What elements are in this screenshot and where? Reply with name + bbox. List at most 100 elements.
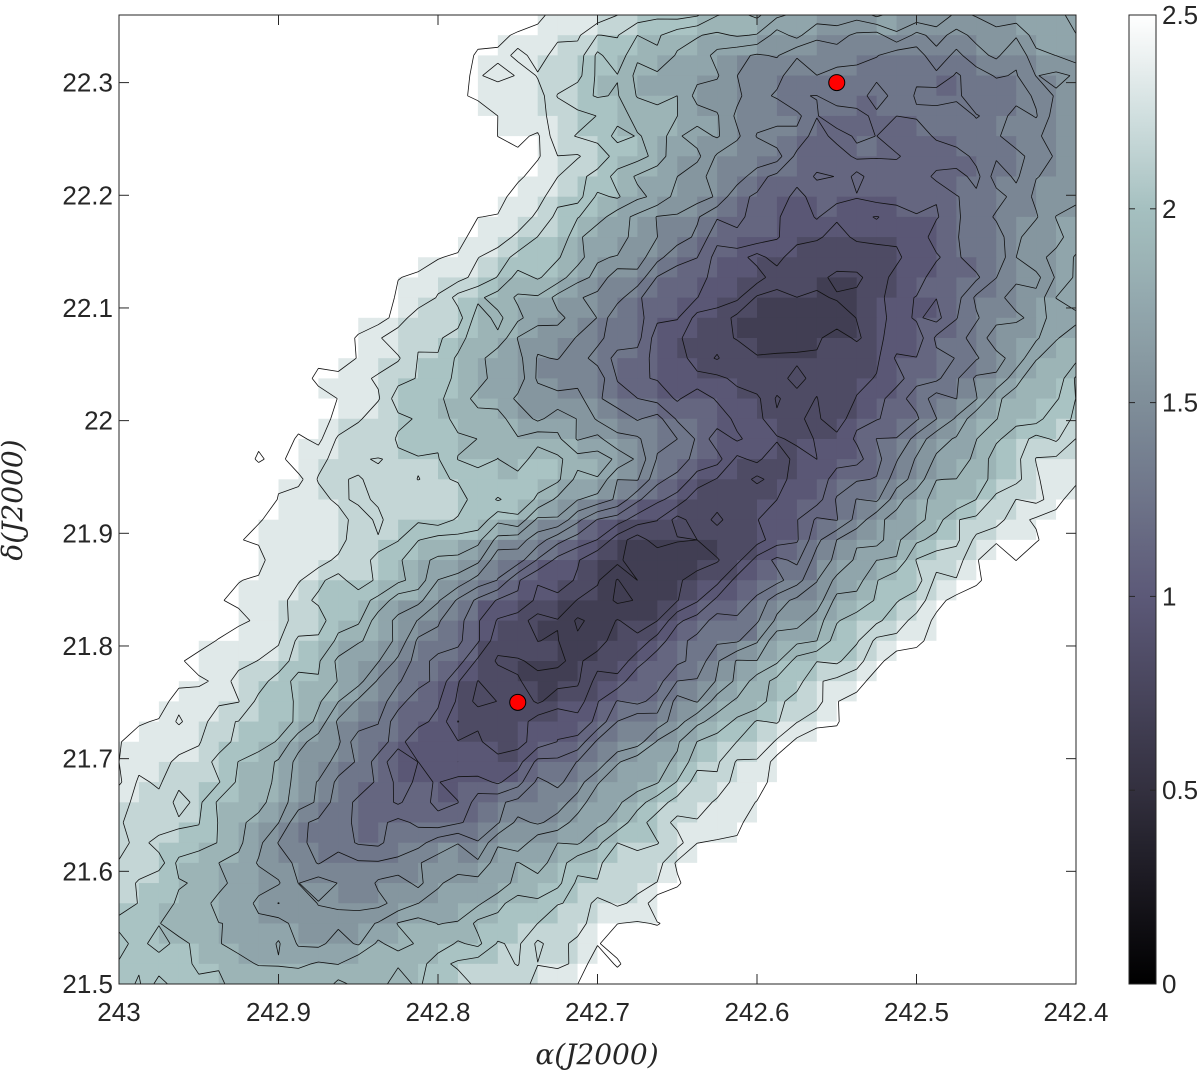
contour-cell	[298, 297, 319, 319]
contour-cell	[258, 136, 280, 157]
contour-cell	[398, 539, 419, 561]
contour-cell	[238, 216, 260, 238]
contour-cell	[816, 115, 838, 137]
contour-cell	[378, 75, 399, 97]
contour-cell	[557, 721, 579, 743]
contour-cell	[398, 782, 419, 803]
contour-cell	[816, 963, 838, 984]
contour-cell	[836, 580, 858, 602]
contour-cell	[757, 277, 778, 299]
contour-cell	[597, 378, 619, 400]
contour-cell	[398, 317, 419, 339]
contour-cell	[497, 842, 519, 864]
contour-cell	[597, 55, 619, 77]
contour-cell	[258, 176, 280, 198]
contour-cell	[637, 539, 658, 561]
contour-cell	[876, 378, 898, 400]
contour-cell	[976, 741, 997, 763]
contour-cell	[657, 95, 678, 117]
contour-cell	[537, 418, 559, 440]
contour-cell	[856, 701, 878, 723]
contour-cell	[138, 842, 160, 864]
contour-cell	[737, 539, 758, 561]
contour-cell	[1016, 398, 1037, 420]
contour-cell	[597, 580, 619, 602]
contour-cell	[1016, 842, 1037, 864]
contour-cell	[577, 115, 599, 137]
contour-cell	[876, 297, 898, 319]
contour-cell	[1036, 499, 1057, 521]
contour-cell	[976, 257, 997, 279]
contour-cell	[477, 459, 499, 480]
contour-cell	[298, 943, 319, 965]
contour-cell	[876, 560, 898, 581]
contour-cell	[198, 842, 220, 864]
contour-cell	[776, 398, 798, 420]
contour-cell	[378, 398, 399, 420]
contour-cell	[278, 620, 300, 642]
contour-cell	[238, 156, 260, 178]
contour-cell	[916, 156, 938, 178]
contour-cell	[218, 701, 240, 723]
contour-cell	[816, 459, 838, 480]
contour-cell	[298, 741, 319, 763]
contour-cell	[119, 560, 140, 581]
contour-cell	[737, 55, 758, 77]
contour-cell	[238, 822, 260, 844]
contour-cell	[497, 802, 519, 824]
contour-cell	[178, 378, 200, 400]
contour-cell	[617, 35, 638, 56]
contour-cell	[477, 761, 499, 783]
contour-cell	[956, 277, 977, 299]
contour-cell	[438, 35, 459, 56]
contour-cell	[1056, 943, 1076, 965]
contour-cell	[936, 600, 957, 622]
contour-cell	[936, 842, 957, 864]
contour-cell	[278, 176, 300, 198]
contour-cell	[776, 903, 798, 925]
contour-cell	[398, 216, 419, 238]
contour-cell	[956, 721, 977, 743]
contour-cell	[258, 519, 280, 541]
contour-cell	[318, 560, 339, 581]
contour-cell	[976, 903, 997, 925]
contour-cell	[657, 963, 678, 984]
contour-cell	[1036, 560, 1057, 581]
contour-cell	[158, 539, 180, 561]
contour-cell	[896, 580, 918, 602]
contour-cell	[1056, 580, 1076, 602]
contour-cell	[597, 95, 619, 117]
contour-cell	[936, 398, 957, 420]
contour-cell	[836, 681, 858, 702]
contour-cell	[477, 317, 499, 339]
contour-cell	[218, 277, 240, 299]
contour-cell	[238, 55, 260, 77]
contour-cell	[378, 35, 399, 56]
contour-cell	[557, 136, 579, 157]
contour-cell	[856, 15, 878, 36]
contour-cell	[577, 620, 599, 642]
contour-cell	[796, 418, 818, 440]
contour-cell	[438, 923, 459, 945]
contour-cell	[238, 317, 260, 339]
contour-cell	[757, 338, 778, 359]
contour-cell	[637, 297, 658, 319]
contour-cell	[119, 822, 140, 844]
contour-cell	[218, 297, 240, 319]
contour-cell	[896, 378, 918, 400]
contour-cell	[996, 701, 1017, 723]
contour-cell	[996, 681, 1017, 702]
contour-cell	[557, 903, 579, 925]
contour-cell	[956, 640, 977, 662]
contour-cell	[677, 560, 698, 581]
contour-cell	[418, 35, 439, 56]
contour-cell	[298, 681, 319, 702]
contour-cell	[378, 761, 399, 783]
contour-cell	[597, 701, 619, 723]
contour-cell	[1036, 438, 1057, 460]
contour-cell	[896, 560, 918, 581]
contour-cell	[717, 499, 738, 521]
contour-cell	[617, 156, 638, 178]
contour-cell	[996, 156, 1017, 178]
contour-cell	[158, 943, 180, 965]
